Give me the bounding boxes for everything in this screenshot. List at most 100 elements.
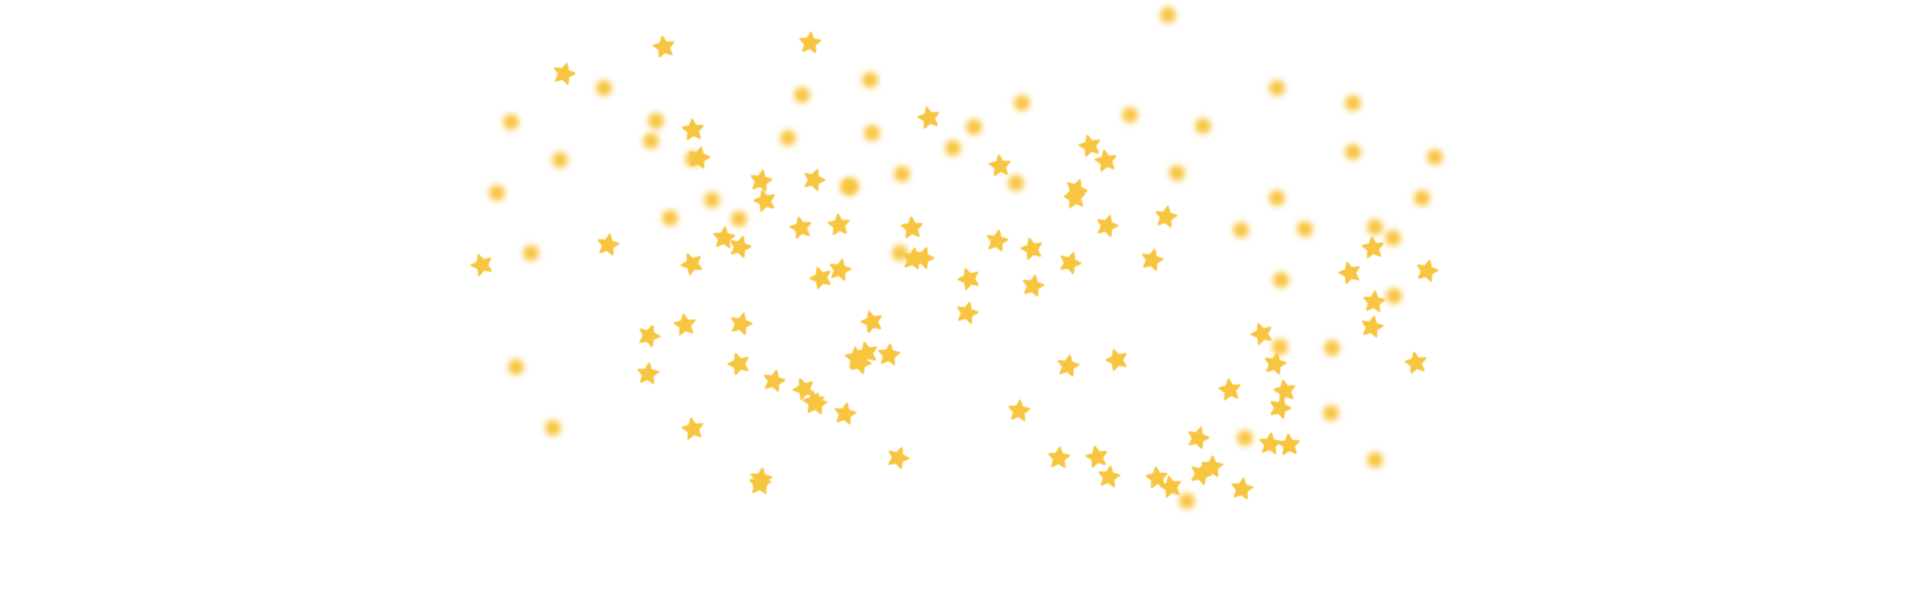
star-icon [1417, 259, 1439, 282]
glow-dot-layer [489, 7, 1443, 509]
star-icon [957, 301, 979, 324]
glow-dot [704, 192, 720, 208]
star-icon [681, 118, 704, 140]
star-icon [637, 362, 660, 385]
glow-dot [794, 87, 810, 103]
glow-dot [1324, 340, 1340, 356]
star-icon [986, 229, 1009, 252]
glow-dot [1008, 175, 1024, 191]
star-icon [1404, 351, 1427, 374]
star-icon [829, 258, 852, 281]
star-icon [1338, 261, 1360, 284]
glow-dot [523, 245, 539, 261]
star-icon [750, 169, 773, 192]
star-icon [1066, 179, 1088, 202]
glow-dot [1367, 219, 1383, 235]
star-icon [749, 472, 772, 494]
star-icon [673, 313, 696, 336]
glow-dot [1014, 95, 1030, 111]
star-icon [1008, 399, 1031, 422]
star-icon [680, 253, 703, 276]
glow-dot [862, 72, 878, 88]
star-icon [799, 31, 822, 53]
star-icon [1159, 475, 1182, 498]
star-icon [639, 325, 661, 348]
star-icon [827, 213, 850, 236]
glow-dot [1272, 339, 1288, 355]
star-icon [1022, 274, 1045, 297]
glow-dot [1160, 7, 1176, 23]
star-icon [1188, 426, 1210, 449]
star-icon [1250, 323, 1272, 346]
glow-dot [892, 245, 908, 261]
star-icon [1078, 134, 1100, 157]
glow-dot [966, 119, 982, 135]
star-icon [764, 369, 786, 392]
star-icon [1057, 354, 1080, 377]
star-icon [1259, 432, 1282, 455]
star-icon [1098, 465, 1121, 488]
star-layer [470, 31, 1439, 500]
star-icon [888, 447, 910, 470]
glow-dot [1345, 144, 1361, 160]
glow-dot [1414, 190, 1430, 206]
star-icon [1231, 477, 1254, 500]
star-icon [713, 226, 736, 248]
star-icon [957, 268, 979, 291]
star-icon [554, 62, 576, 85]
glow-dot [864, 125, 880, 141]
star-icon [844, 346, 867, 368]
glow-dot [1273, 272, 1289, 288]
star-icon [1085, 445, 1108, 468]
star-icon [1142, 248, 1164, 271]
star-icon [1218, 378, 1241, 401]
star-icon [681, 417, 704, 440]
glow-dot [1233, 222, 1249, 238]
star-icon [802, 390, 825, 413]
star-icon [1145, 466, 1168, 489]
glow-dot [545, 420, 561, 436]
glow-dot [1237, 430, 1253, 446]
star-icon [688, 146, 711, 169]
star-icon [1361, 236, 1384, 259]
glow-dot [1345, 95, 1361, 111]
star-icon [1155, 205, 1178, 228]
star-icon [1105, 349, 1127, 371]
star-icon [809, 267, 831, 290]
glow-dot [1179, 493, 1195, 509]
glow-dot [841, 179, 857, 195]
glow-dot [552, 152, 568, 168]
star-icon [792, 378, 814, 401]
glow-dot [780, 130, 796, 146]
glow-dot [1297, 221, 1313, 237]
star-icon [860, 310, 882, 333]
star-icon [1048, 446, 1071, 468]
glow-dot [1195, 118, 1211, 134]
star-icon [1094, 149, 1117, 172]
glow-dot [648, 113, 664, 129]
star-icon [1201, 455, 1224, 477]
star-icon [902, 247, 925, 270]
star-icon [1363, 290, 1386, 313]
star-icon [900, 216, 923, 238]
glow-dot [1386, 288, 1402, 304]
star-icon [1020, 237, 1042, 260]
star-icon [789, 216, 812, 239]
glow-dot [489, 185, 505, 201]
glow-dot [945, 140, 961, 156]
star-icon [1361, 315, 1384, 338]
glow-dot [1323, 405, 1339, 421]
star-icon [855, 341, 877, 364]
star-icon [1060, 252, 1082, 275]
glow-dot [1385, 230, 1401, 246]
star-icon [834, 402, 857, 425]
glow-dot [894, 166, 910, 182]
star-icon [913, 247, 935, 269]
star-icon [731, 312, 753, 335]
star-icon [753, 189, 775, 212]
star-icon [652, 35, 675, 58]
star-icon [1277, 433, 1300, 455]
glow-dot [662, 210, 678, 226]
star-icon [597, 233, 620, 256]
